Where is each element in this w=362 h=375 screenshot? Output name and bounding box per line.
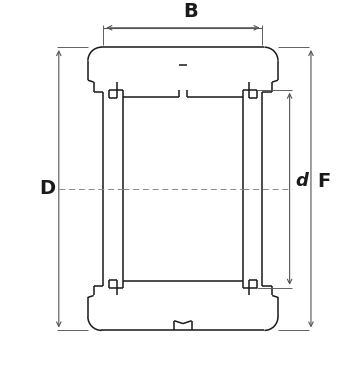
Text: B: B bbox=[183, 2, 198, 21]
Text: D: D bbox=[39, 179, 55, 198]
Text: F: F bbox=[317, 171, 330, 190]
Text: d: d bbox=[295, 172, 308, 190]
